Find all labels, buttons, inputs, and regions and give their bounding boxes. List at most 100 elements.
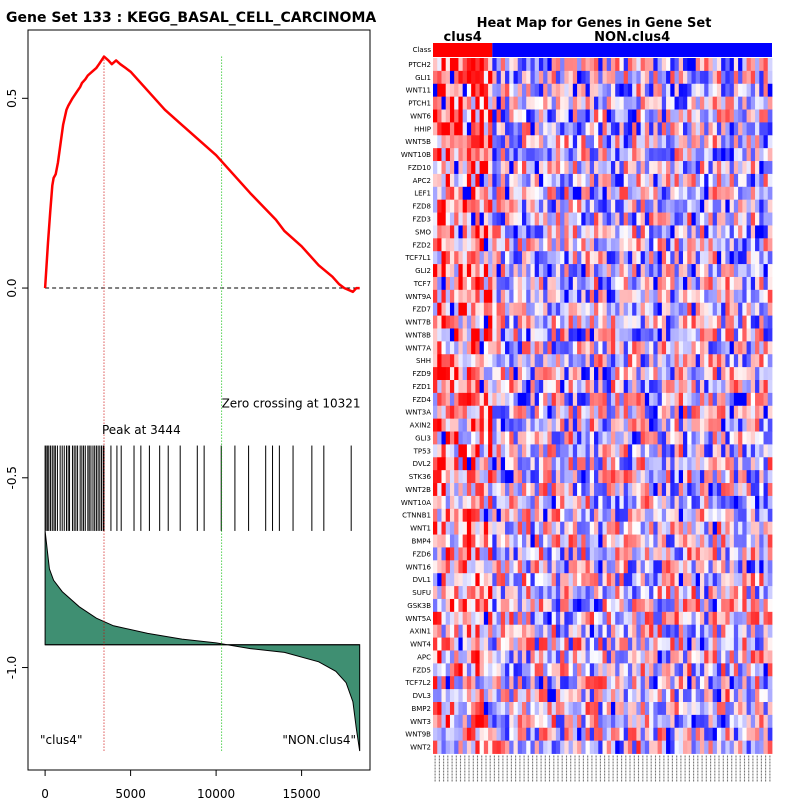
heatmap-cell	[437, 392, 442, 407]
heatmap-cell	[750, 470, 756, 484]
heatmap-cell	[712, 444, 718, 458]
heatmap-cell	[538, 109, 544, 123]
heatmap-cell	[594, 302, 599, 316]
heatmap-cell	[712, 689, 718, 703]
heatmap-cell	[649, 611, 654, 626]
heatmap-cell	[695, 264, 701, 278]
heatmap-cell	[521, 302, 527, 316]
heatmap-cell	[547, 547, 553, 561]
heatmap-cell	[767, 96, 773, 110]
heatmap-cell	[695, 444, 701, 458]
heatmap-cell	[538, 199, 544, 213]
heatmap-cell	[632, 264, 637, 278]
heatmap-cell	[441, 109, 447, 123]
heatmap-cell	[699, 598, 705, 613]
heatmap-cell	[564, 547, 569, 561]
class-bar-segment	[433, 43, 493, 57]
heatmap-cell	[462, 161, 468, 175]
heatmap-cell	[496, 495, 502, 510]
heatmap-cell	[627, 508, 633, 523]
heatmap-cell	[695, 483, 701, 497]
heatmap-cell	[534, 212, 540, 226]
heatmap-cell	[471, 637, 476, 651]
heatmap-cell	[509, 444, 514, 458]
heatmap-cell	[644, 212, 650, 226]
heatmap-cell	[479, 560, 485, 574]
heatmap-cell	[551, 122, 557, 136]
heatmap-cell	[755, 392, 760, 407]
heatmap-cell	[505, 598, 510, 613]
heatmap-cell	[636, 727, 642, 742]
heatmap-cell	[471, 470, 476, 484]
heatmap-cell	[763, 586, 769, 600]
heatmap-cell	[687, 444, 692, 458]
heatmap-cell	[670, 354, 675, 368]
heatmap-cell	[708, 637, 714, 651]
heatmap-cell	[500, 714, 506, 729]
heatmap-cell	[577, 611, 582, 626]
heatmap-cell	[500, 418, 506, 432]
heatmap-cell	[449, 586, 455, 600]
heatmap-cell	[610, 714, 616, 729]
heatmap-cell	[704, 251, 709, 265]
heatmap-cell	[746, 367, 752, 381]
heatmap-cell	[492, 251, 497, 265]
heatmap-cell	[721, 199, 726, 213]
heatmap-cell	[699, 457, 705, 471]
heatmap-cell	[619, 483, 625, 497]
heatmap-cell	[733, 341, 739, 355]
heatmap-cell	[738, 135, 743, 149]
heatmap-cell	[513, 534, 519, 548]
heatmap-cell	[716, 367, 722, 381]
heatmap-cell	[729, 740, 735, 754]
heatmap-cell	[589, 521, 595, 535]
heatmap-cell	[475, 161, 481, 175]
heatmap-cell	[475, 470, 481, 484]
heatmap-cell	[594, 483, 599, 497]
heatmap-cell	[479, 225, 485, 239]
heatmap-cell	[543, 637, 548, 651]
heatmap-cell	[488, 380, 493, 394]
heatmap-cell	[767, 483, 773, 497]
heatmap-cell	[708, 109, 714, 123]
heatmap-cell	[560, 354, 565, 368]
heatmap-cell	[560, 431, 565, 445]
heatmap-cell	[488, 328, 493, 342]
heatmap-cell	[466, 238, 472, 252]
heatmap-cell	[500, 534, 506, 548]
heatmap-cell	[513, 508, 519, 523]
heatmap-cell	[738, 534, 743, 548]
heatmap-cell	[466, 418, 472, 432]
heatmap-cell	[598, 547, 603, 561]
heatmap-cell	[449, 83, 455, 98]
heatmap-cell	[678, 315, 684, 329]
heatmap-cell	[712, 289, 718, 304]
heatmap-cell	[687, 611, 692, 626]
heatmap-cell	[657, 676, 663, 690]
heatmap-cell	[683, 264, 688, 278]
heatmap-cell	[755, 315, 760, 329]
heatmap-cell	[683, 251, 688, 265]
heatmap-cell	[577, 470, 582, 484]
heatmap-cell	[721, 560, 726, 574]
heatmap-cell	[445, 354, 451, 368]
heatmap-cell	[479, 83, 485, 98]
heatmap-cell	[589, 663, 595, 677]
heatmap-cell	[564, 264, 569, 278]
heatmap-cell	[721, 650, 726, 664]
heatmap-cell	[475, 96, 481, 110]
heatmap-cell	[763, 444, 769, 458]
heatmap-cell	[619, 122, 625, 136]
heatmap-cell	[649, 444, 654, 458]
heatmap-cell	[509, 727, 514, 742]
heatmap-cell	[733, 663, 739, 677]
heatmap-cell	[759, 586, 764, 600]
heatmap-cell	[636, 109, 642, 123]
heatmap-cell	[750, 161, 756, 175]
heatmap-cell	[441, 560, 447, 574]
heatmap-cell	[716, 276, 722, 291]
heatmap-cell	[606, 315, 612, 329]
heatmap-cell	[678, 199, 684, 213]
heatmap-cell	[479, 586, 485, 600]
heatmap-cell	[640, 714, 646, 729]
